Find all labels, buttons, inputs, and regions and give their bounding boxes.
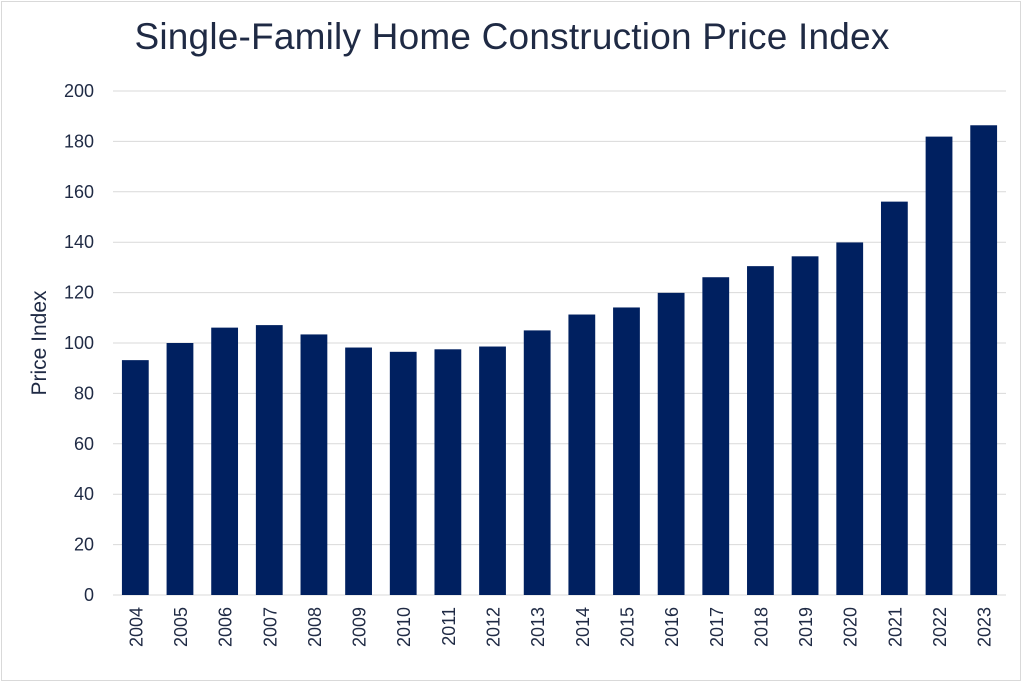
bar-2012 <box>479 346 506 595</box>
bar-2016 <box>657 292 685 595</box>
bar-2004 <box>121 360 149 595</box>
y-tick-label: 60 <box>74 434 94 454</box>
chart-title: Single-Family Home Construction Price In… <box>134 16 890 57</box>
bar-2022 <box>925 136 953 595</box>
x-tick-label: 2022 <box>930 607 950 647</box>
bar-2021 <box>880 201 908 596</box>
x-tick-label: 2021 <box>885 607 905 647</box>
y-tick-label: 0 <box>84 585 94 605</box>
bar-2015 <box>613 307 640 595</box>
bar-2014 <box>568 314 596 595</box>
bar-2006 <box>211 327 239 595</box>
x-tick-label: 2008 <box>305 607 325 647</box>
bar-2023 <box>970 125 998 595</box>
bar-2020 <box>836 242 864 595</box>
bar-2010 <box>389 351 417 595</box>
x-tick-label: 2004 <box>126 607 146 647</box>
bar-2009 <box>345 347 372 595</box>
bar-2008 <box>300 334 328 595</box>
x-tick-label: 2006 <box>216 607 236 647</box>
y-tick-labels: 0 20 40 60 80 100 120 140 160 180 200 <box>64 81 94 605</box>
x-tick-label: 2015 <box>617 607 637 647</box>
x-tick-labels: 2004 2005 2006 2007 2008 2009 2010 2011 2012 2013… <box>126 607 994 647</box>
bar-2019 <box>791 256 819 595</box>
x-tick-label: 2018 <box>751 607 771 647</box>
gridlines <box>113 90 1006 596</box>
x-tick-label: 2020 <box>841 607 861 647</box>
bar-2011 <box>434 349 462 595</box>
x-tick-label: 2023 <box>975 607 995 647</box>
bars <box>121 125 998 596</box>
y-tick-label: 100 <box>64 333 94 353</box>
bar-2013 <box>523 330 551 595</box>
x-tick-label: 2013 <box>528 607 548 647</box>
y-tick-label: 160 <box>64 182 94 202</box>
x-tick-label: 2012 <box>484 607 504 647</box>
bar-2018 <box>747 266 774 595</box>
x-tick-label: 2009 <box>350 607 370 647</box>
y-tick-label: 40 <box>74 484 94 504</box>
bar-2017 <box>702 277 730 595</box>
x-tick-label: 2019 <box>796 607 816 647</box>
x-tick-label: 2017 <box>707 607 727 647</box>
y-tick-label: 120 <box>64 283 94 303</box>
x-tick-label: 2007 <box>260 607 280 647</box>
y-axis-title: Price Index <box>28 290 51 396</box>
x-tick-label: 2005 <box>171 607 191 647</box>
y-tick-label: 180 <box>64 131 94 151</box>
y-tick-label: 20 <box>74 535 94 555</box>
x-tick-label: 2010 <box>394 607 414 647</box>
y-tick-label: 140 <box>64 232 94 252</box>
bar-2005 <box>166 343 194 595</box>
y-tick-label: 80 <box>74 383 94 403</box>
x-tick-label: 2016 <box>662 607 682 647</box>
x-tick-label: 2014 <box>573 607 593 647</box>
bar-2007 <box>255 325 283 595</box>
x-tick-label: 2011 <box>439 607 459 646</box>
y-tick-label: 200 <box>64 81 94 101</box>
